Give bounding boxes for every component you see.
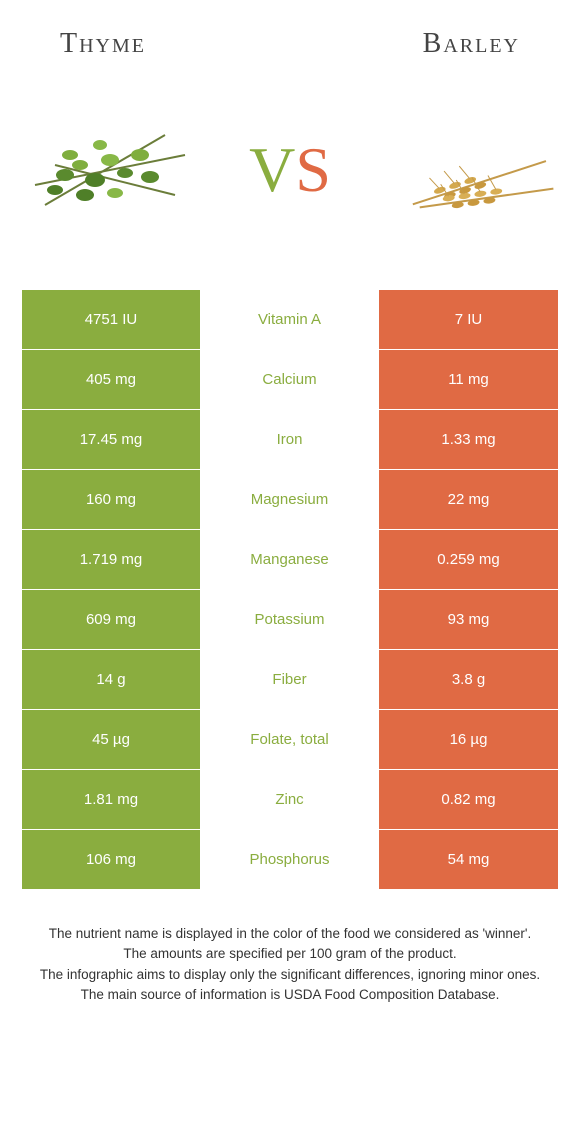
left-value-cell: 160 mg: [22, 470, 200, 529]
nutrient-name-cell: Zinc: [200, 770, 379, 829]
vs-letter-s: S: [295, 133, 331, 207]
barley-image: [380, 100, 560, 240]
vs-letter-v: V: [249, 133, 295, 207]
footer-notes: The nutrient name is displayed in the co…: [0, 890, 580, 1005]
nutrient-name-cell: Iron: [200, 410, 379, 469]
left-value-cell: 609 mg: [22, 590, 200, 649]
thyme-image: [20, 100, 200, 240]
header: Thyme Barley: [0, 0, 580, 70]
nutrient-name-cell: Fiber: [200, 650, 379, 709]
right-value-cell: 3.8 g: [379, 650, 558, 709]
left-value-cell: 4751 IU: [22, 290, 200, 349]
right-value-cell: 22 mg: [379, 470, 558, 529]
footer-line: The amounts are specified per 100 gram o…: [28, 944, 552, 964]
right-value-cell: 54 mg: [379, 830, 558, 889]
vs-section: VS: [0, 70, 580, 290]
right-value-cell: 7 IU: [379, 290, 558, 349]
table-row: 14 gFiber3.8 g: [22, 650, 558, 710]
left-value-cell: 1.81 mg: [22, 770, 200, 829]
table-row: 609 mgPotassium93 mg: [22, 590, 558, 650]
left-value-cell: 1.719 mg: [22, 530, 200, 589]
table-row: 160 mgMagnesium22 mg: [22, 470, 558, 530]
right-value-cell: 0.82 mg: [379, 770, 558, 829]
table-row: 1.81 mgZinc0.82 mg: [22, 770, 558, 830]
right-value-cell: 11 mg: [379, 350, 558, 409]
left-value-cell: 45 µg: [22, 710, 200, 769]
table-row: 4751 IUVitamin A7 IU: [22, 290, 558, 350]
left-food-title: Thyme: [60, 28, 146, 60]
right-food-title: Barley: [423, 28, 520, 60]
table-row: 17.45 mgIron1.33 mg: [22, 410, 558, 470]
right-value-cell: 16 µg: [379, 710, 558, 769]
nutrient-name-cell: Potassium: [200, 590, 379, 649]
vs-label: VS: [249, 133, 331, 207]
barley-icon: [385, 115, 555, 225]
left-value-cell: 106 mg: [22, 830, 200, 889]
footer-line: The main source of information is USDA F…: [28, 985, 552, 1005]
right-value-cell: 0.259 mg: [379, 530, 558, 589]
footer-line: The infographic aims to display only the…: [28, 965, 552, 985]
footer-line: The nutrient name is displayed in the co…: [28, 924, 552, 944]
left-value-cell: 14 g: [22, 650, 200, 709]
table-row: 45 µgFolate, total16 µg: [22, 710, 558, 770]
right-value-cell: 93 mg: [379, 590, 558, 649]
table-row: 1.719 mgManganese0.259 mg: [22, 530, 558, 590]
left-value-cell: 405 mg: [22, 350, 200, 409]
table-row: 405 mgCalcium11 mg: [22, 350, 558, 410]
nutrient-name-cell: Magnesium: [200, 470, 379, 529]
comparison-table: 4751 IUVitamin A7 IU405 mgCalcium11 mg17…: [22, 290, 558, 890]
right-value-cell: 1.33 mg: [379, 410, 558, 469]
nutrient-name-cell: Vitamin A: [200, 290, 379, 349]
thyme-icon: [25, 105, 195, 235]
table-row: 106 mgPhosphorus54 mg: [22, 830, 558, 890]
nutrient-name-cell: Folate, total: [200, 710, 379, 769]
left-value-cell: 17.45 mg: [22, 410, 200, 469]
nutrient-name-cell: Phosphorus: [200, 830, 379, 889]
nutrient-name-cell: Manganese: [200, 530, 379, 589]
nutrient-name-cell: Calcium: [200, 350, 379, 409]
